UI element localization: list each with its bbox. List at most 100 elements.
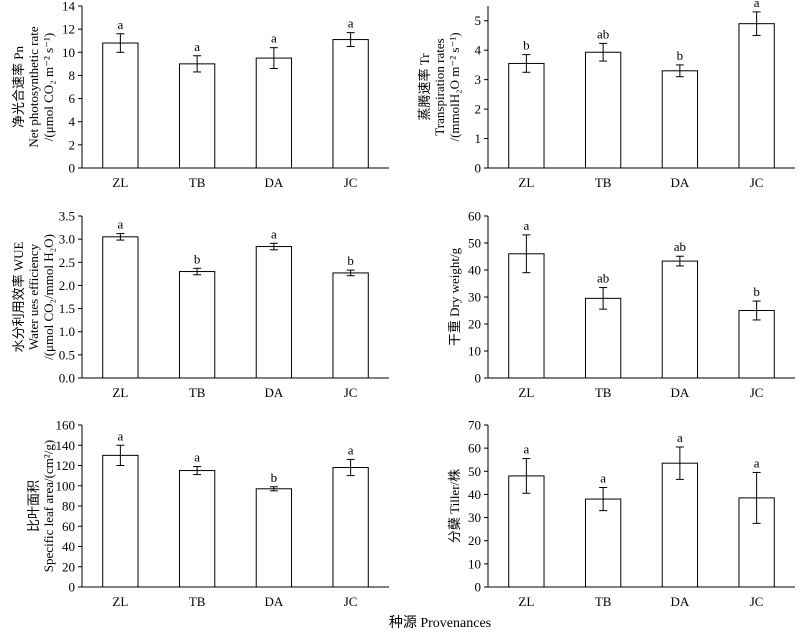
significance-label: a bbox=[523, 218, 529, 233]
category-label: ZL bbox=[112, 175, 128, 190]
y-tick-label: 2.0 bbox=[59, 278, 75, 293]
y-tick-label: 2 bbox=[475, 102, 482, 117]
category-label: JC bbox=[344, 385, 358, 400]
y-tick-label: 0.5 bbox=[59, 347, 75, 362]
y-tick-label: 60 bbox=[468, 441, 481, 456]
y-axis-label-line: 水分利用效率 WUE bbox=[11, 242, 26, 353]
significance-label: b bbox=[194, 251, 201, 266]
significance-label: ab bbox=[597, 271, 609, 286]
y-tick-label: 4 bbox=[69, 114, 76, 129]
y-tick-label: 1.5 bbox=[59, 301, 75, 316]
y-tick-label: 120 bbox=[56, 458, 76, 473]
category-label: TB bbox=[189, 594, 206, 609]
bar bbox=[178, 63, 216, 169]
category-label: TB bbox=[595, 594, 612, 609]
y-tick-label: 12 bbox=[62, 22, 75, 37]
bar bbox=[102, 42, 139, 169]
category-label: ZL bbox=[112, 385, 128, 400]
significance-label: a bbox=[117, 428, 123, 443]
y-tick-label: 60 bbox=[62, 519, 75, 534]
y-tick-label: 0 bbox=[69, 580, 76, 595]
y-tick-label: 6 bbox=[69, 91, 76, 106]
category-label: DA bbox=[264, 594, 283, 609]
bar bbox=[508, 475, 545, 588]
bar bbox=[255, 488, 293, 588]
y-tick-label: 20 bbox=[62, 559, 75, 574]
y-tick-label: 40 bbox=[468, 263, 481, 278]
y-tick-label: 50 bbox=[468, 236, 481, 251]
y-axis-label-line: Net photosynthetic rate bbox=[26, 26, 41, 148]
bar bbox=[255, 57, 293, 169]
y-tick-label: 3 bbox=[475, 72, 482, 87]
category-label: TB bbox=[189, 175, 206, 190]
y-axis-label-line: Transpiration rates bbox=[432, 38, 447, 135]
significance-label: a bbox=[117, 17, 123, 32]
chart-panel-5: 0 20 40 60 80 100 120 140 160 a ZL a TB b DA a JC 比叶面积Spe… bbox=[26, 418, 389, 609]
y-axis-label: 蒸腾速率 TrTranspiration rates/(mmolH₂O m⁻² … bbox=[417, 32, 462, 141]
chart-panel-3: 0.0 0.5 1.0 1.5 2.0 2.5 3.0 3.5 a ZL b TB a DA b JC 水分利用… bbox=[11, 209, 389, 400]
bar bbox=[178, 470, 216, 588]
category-label: ZL bbox=[112, 594, 128, 609]
category-label: JC bbox=[344, 175, 358, 190]
bar bbox=[738, 310, 775, 379]
y-tick-label: 2.5 bbox=[59, 255, 75, 270]
significance-label: a bbox=[194, 450, 200, 465]
y-axis-label: 干重 Dry weight/g bbox=[447, 247, 462, 346]
y-axis-label-line: 干重 Dry weight/g bbox=[447, 247, 462, 346]
chart-panel-4: 0 10 20 30 40 50 60 a ZL ab TB ab DA b JC 干重 Dry weight… bbox=[447, 209, 795, 400]
category-label: DA bbox=[264, 175, 283, 190]
significance-label: a bbox=[271, 31, 277, 46]
y-tick-label: 10 bbox=[468, 556, 481, 571]
y-tick-label: 30 bbox=[468, 290, 481, 305]
bar bbox=[332, 272, 369, 379]
y-tick-label: 1 bbox=[475, 131, 482, 146]
y-axis-label-line: 分蘖 Tiller/株 bbox=[447, 469, 462, 543]
x-axis-title: 种源 Provenances bbox=[389, 615, 491, 631]
y-axis-label-line: /(μmol CO₂/mmol H₂O) bbox=[41, 234, 56, 360]
y-tick-label: 20 bbox=[468, 317, 481, 332]
category-label: ZL bbox=[518, 385, 534, 400]
category-label: JC bbox=[750, 385, 764, 400]
y-tick-label: 10 bbox=[468, 344, 481, 359]
significance-label: b bbox=[347, 253, 354, 268]
bar bbox=[332, 39, 369, 169]
category-label: JC bbox=[750, 175, 764, 190]
y-axis-label: 水分利用效率 WUEWater ues efficiency/(μmol CO₂… bbox=[11, 234, 56, 360]
category-label: JC bbox=[344, 594, 358, 609]
significance-label: a bbox=[754, 0, 760, 10]
significance-label: b bbox=[677, 48, 684, 63]
y-tick-label: 50 bbox=[468, 464, 481, 479]
y-tick-label: 0 bbox=[475, 580, 482, 595]
y-tick-label: 60 bbox=[468, 209, 481, 224]
y-axis-label-line: /(mmolH₂O m⁻² s⁻¹) bbox=[447, 32, 462, 141]
category-label: DA bbox=[670, 385, 689, 400]
significance-label: ab bbox=[674, 239, 686, 254]
category-label: DA bbox=[264, 385, 283, 400]
y-axis-label: 分蘖 Tiller/株 bbox=[447, 469, 462, 543]
category-label: DA bbox=[670, 175, 689, 190]
significance-label: b bbox=[523, 38, 530, 53]
y-tick-label: 30 bbox=[468, 510, 481, 525]
category-label: DA bbox=[670, 594, 689, 609]
bar bbox=[661, 70, 699, 169]
category-label: ZL bbox=[518, 175, 534, 190]
y-tick-label: 100 bbox=[56, 478, 76, 493]
category-label: TB bbox=[189, 385, 206, 400]
significance-label: b bbox=[271, 470, 278, 485]
bar bbox=[178, 271, 216, 379]
y-axis-label-line: 净光合速率 Pn bbox=[11, 46, 26, 128]
bar bbox=[584, 51, 622, 169]
y-tick-label: 0 bbox=[69, 161, 76, 176]
y-axis-label-line: Water ues efficiency bbox=[26, 243, 41, 350]
significance-label: a bbox=[677, 430, 683, 445]
y-tick-label: 70 bbox=[468, 418, 481, 433]
bar bbox=[661, 462, 699, 588]
chart-panel-1: 0 2 4 6 8 10 12 14 a ZL a TB a DA a JC 净光合速率 PnNet photo… bbox=[11, 0, 389, 190]
significance-label: a bbox=[117, 217, 123, 232]
y-axis-label-line: 比叶面积 bbox=[26, 480, 41, 532]
category-label: TB bbox=[595, 385, 612, 400]
y-tick-label: 40 bbox=[468, 487, 481, 502]
bar bbox=[661, 260, 699, 379]
y-tick-label: 8 bbox=[69, 68, 76, 83]
